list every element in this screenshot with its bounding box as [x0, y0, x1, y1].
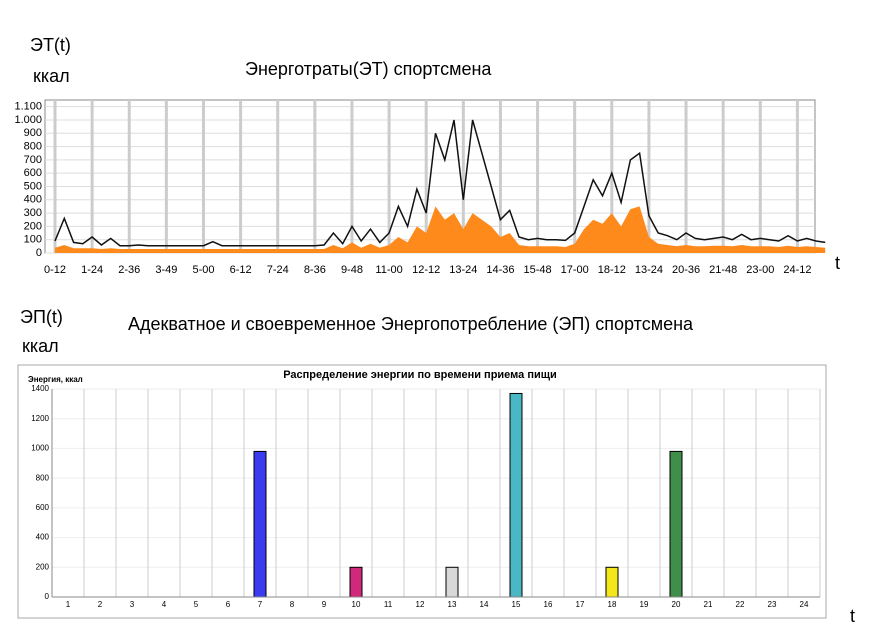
x-tick-label: 0-12 — [44, 264, 66, 276]
y-tick-label: 1000 — [31, 444, 49, 453]
y-tick-label: 900 — [24, 127, 42, 139]
x-tick-label: 5 — [194, 600, 199, 609]
x-tick-label: 23-00 — [746, 264, 774, 276]
x-tick-label: 11-00 — [375, 264, 402, 276]
x-tick-label: 15 — [512, 600, 521, 609]
bar — [669, 450, 683, 598]
x-tick-label: 6 — [226, 600, 231, 609]
x-tick-label: 13-24 — [449, 264, 477, 276]
y-tick-label: 300 — [24, 207, 42, 219]
x-tick-label: 14-36 — [486, 264, 514, 276]
x-tick-label: 17-00 — [561, 264, 589, 276]
x-tick-label: 13-24 — [635, 264, 663, 276]
y-tick-label: 1.100 — [14, 101, 42, 113]
x-tick-label: 24-12 — [783, 264, 811, 276]
bar — [445, 566, 459, 598]
x-tick-label: 23 — [768, 600, 777, 609]
x-tick-label: 20-36 — [672, 264, 700, 276]
y-tick-label: 600 — [24, 167, 42, 179]
y-tick-label: 400 — [36, 533, 50, 542]
y-tick-label: 100 — [24, 234, 42, 246]
y-tick-label: 400 — [24, 194, 42, 206]
x-tick-label: 21-48 — [709, 264, 737, 276]
y-tick-label: 600 — [36, 503, 50, 512]
x-tick-label: 20 — [672, 600, 681, 609]
y-tick-label: 1400 — [31, 384, 49, 393]
x-tick-label: 3 — [130, 600, 135, 609]
y-tick-label: 0 — [36, 247, 42, 259]
chart-title: Распределение энергии по времени приема … — [283, 369, 557, 381]
x-tick-label: 9-48 — [341, 264, 363, 276]
y-tick-label: 500 — [24, 180, 42, 192]
area — [55, 206, 826, 253]
y-unit: ккал — [22, 336, 59, 356]
x-tick-label: 22 — [736, 600, 745, 609]
y-axis-title: Энергия, ккал — [28, 375, 83, 384]
x-label: t — [835, 253, 840, 273]
x-tick-label: 10 — [352, 600, 361, 609]
x-tick-label: 15-48 — [523, 264, 551, 276]
bar — [605, 566, 619, 598]
x-tick-label: 19 — [640, 600, 649, 609]
y-tick-label: 800 — [36, 473, 50, 482]
x-tick-label: 18 — [608, 600, 617, 609]
x-tick-label: 7 — [258, 600, 263, 609]
bar — [509, 392, 523, 598]
y-tick-label: 1.000 — [14, 114, 42, 126]
heading: Адекватное и своевременное Энергопотребл… — [128, 314, 694, 334]
x-tick-label: 5-00 — [192, 264, 214, 276]
x-tick-label: 8-36 — [304, 264, 326, 276]
y-tick-label: 200 — [36, 562, 50, 571]
x-tick-label: 8 — [290, 600, 295, 609]
y-tick-label: 700 — [24, 154, 42, 166]
y-label: ЭП(t) — [20, 307, 63, 327]
x-tick-label: 3-49 — [155, 264, 177, 276]
x-tick-label: 1 — [66, 600, 71, 609]
x-tick-label: 6-12 — [230, 264, 252, 276]
x-tick-label: 13 — [448, 600, 457, 609]
y-unit: ккал — [33, 66, 70, 86]
x-tick-label: 21 — [704, 600, 713, 609]
x-tick-label: 24 — [800, 600, 809, 609]
x-tick-label: 7-24 — [267, 264, 289, 276]
y-tick-label: 1200 — [31, 414, 49, 423]
x-tick-label: 17 — [576, 600, 585, 609]
y-tick-label: 0 — [45, 592, 50, 601]
x-tick-label: 4 — [162, 600, 167, 609]
x-tick-label: 12-12 — [412, 264, 440, 276]
x-label: t — [850, 606, 855, 626]
x-tick-label: 2 — [98, 600, 103, 609]
x-tick-label: 1-24 — [81, 264, 103, 276]
chart-frame — [17, 364, 827, 619]
bar — [349, 566, 363, 598]
y-tick-label: 200 — [24, 220, 42, 232]
x-tick-label: 9 — [322, 600, 327, 609]
x-tick-label: 14 — [480, 600, 489, 609]
x-tick-label: 16 — [544, 600, 553, 609]
y-tick-label: 800 — [24, 140, 42, 152]
line — [54, 119, 826, 247]
y-label: ЭТ(t) — [30, 35, 71, 55]
chart-title: Энерготраты(ЭТ) спортсмена — [245, 59, 492, 79]
x-tick-label: 18-12 — [598, 264, 626, 276]
x-tick-label: 12 — [416, 600, 425, 609]
x-tick-label: 2-36 — [118, 264, 140, 276]
bar — [253, 450, 267, 598]
x-tick-label: 11 — [384, 600, 393, 609]
